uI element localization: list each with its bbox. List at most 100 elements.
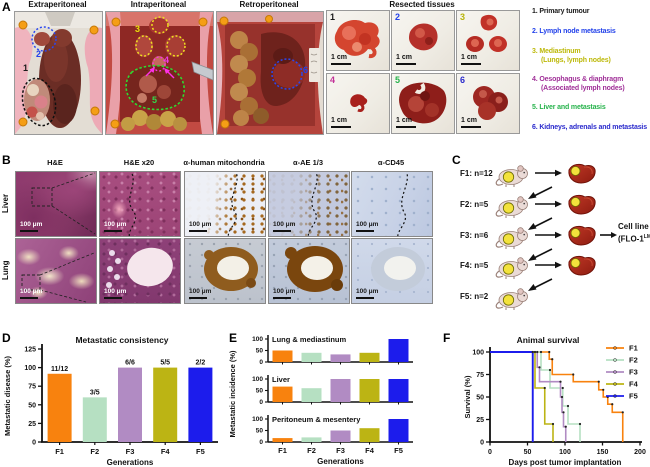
legend-label-F5: F5 [629,392,638,401]
annotation-circle-3a [151,16,169,34]
scale-label: 100 μm [20,287,43,295]
legend-item-text: 2. Lymph node metastasis [532,28,616,35]
arrow-right-icon [534,169,563,177]
col-header-mito: α-human mitochondria [183,158,265,167]
mouse-icon [495,196,529,219]
scale-bar [104,230,122,232]
legend-label-F1: F1 [629,344,638,353]
y-tick-label: 100 [252,416,263,423]
legend-item-text: 5. Liver and metastasis [532,104,606,111]
legend-item-text: 6. Kidneys, adrenals and metastasis [532,124,647,131]
hist-lung-he20: 100 μm [99,238,181,304]
bar-F3 [330,379,351,402]
tissue-number: 2 [395,12,401,22]
generation-f2-label: F2: n=5 [460,200,489,209]
col-header-he: H&E [47,158,63,167]
event-marker [572,373,575,376]
y-tick-label: 0 [259,359,263,366]
bar-F1 [272,350,293,362]
annotation-6: 6 [303,65,309,75]
scale-bar [356,297,374,299]
photo-title-intraperitoneal: Intraperitoneal [130,0,187,9]
scale-label: 100 μm [104,220,127,228]
x-tick-label: 150 [597,449,609,456]
panel-b-label: B [2,153,11,167]
legend-item-1: 1. Primary tumour [532,7,590,16]
legend-marker [613,394,617,398]
event-marker [564,425,567,428]
event-marker [602,388,605,391]
y-tick-label: 75 [28,384,36,391]
tissue-number: 3 [460,12,466,22]
chart-title: Animal survival [517,335,580,345]
event-marker [560,395,564,399]
mouse-icon [495,288,529,311]
annotation-3: 3 [135,24,141,34]
retroperitoneal-illustration [217,12,323,134]
hist-lung-ae13: 100 μm [268,238,350,304]
legend-item-4: 4. Oesophagus & diaphragm (Associated lym… [532,75,625,93]
scale-bar [273,230,291,232]
x-tick-label: F2 [90,447,99,456]
legend-marker [613,370,617,374]
hist-overlay [31,172,96,235]
tissue-3: 3 1 cm [456,10,520,71]
legend-item-2: 2. Lymph node metastasis [532,27,616,36]
event-marker [531,350,534,354]
arrow-right-icon [534,231,563,239]
y-tick-label: 0 [480,440,484,447]
tissue-2: 2 1 cm [391,10,455,71]
annotation-circle-6 [271,58,303,90]
x-tick-label: F5 [196,447,205,456]
x-tick-label: F4 [365,446,375,455]
photo-title-extraperitoneal: Extraperitoneal [28,0,87,9]
hist-overlay [204,247,258,291]
mouse-icon [495,227,529,250]
y-axis-label: Metastatic incidence (%) [228,350,237,438]
x-tick-label: F4 [161,447,171,456]
row-label-liver: Liver [1,193,10,213]
scale-bar [356,230,374,232]
bar-F5 [388,339,409,362]
x-axis-label: Generations [317,457,364,466]
bar-F4 [359,428,380,442]
hist-overlay [21,252,95,303]
panel-f-label: F [443,331,451,345]
bar-F2 [82,397,107,442]
mouse-icon [495,257,529,280]
legend-item-3: 3. Mediastinum (Lungs, lymph nodes) [532,47,611,65]
annotation-circle-4 [152,56,166,72]
x-tick-label: F1 [278,446,287,455]
legend-marker [613,358,617,362]
annotation-circle-1 [21,77,57,127]
panel-a-label: A [2,0,11,14]
hist-overlay [128,172,136,236]
legend-item-5: 5. Liver and metastasis [532,103,606,112]
tissue-6: 6 1 cm [456,73,520,134]
extraperitoneal-illustration [15,12,102,134]
legend-label-F4: F4 [629,380,639,389]
event-marker [536,350,539,354]
hist-overlay [106,247,173,288]
arrow-downleft-icon [527,278,553,292]
scale-label: 1 cm [461,54,477,61]
tissue-5: 5 1 cm [391,73,455,134]
bar-label: 6/6 [125,360,135,367]
y-tick-label: 25 [28,421,36,428]
x-tick-label: 100 [559,449,571,456]
bar-F2 [301,437,322,442]
scale-bar [273,297,291,299]
y-tick-label: 25 [476,417,484,424]
event-marker [559,380,562,383]
panel-c-label: C [452,153,461,167]
photo-title-retroperitoneal: Retroperitoneal [239,0,299,9]
scale-bar [396,62,416,65]
tissue-4-illustration [350,94,368,112]
y-tick-label: 75 [476,372,484,379]
scale-bar [461,125,481,128]
legend-item-text: 1. Primary tumour [532,8,590,15]
tissue-number: 5 [395,75,401,85]
x-axis-label: Generations [107,458,154,467]
y-axis-label: Metastatic disease (%) [3,355,12,436]
